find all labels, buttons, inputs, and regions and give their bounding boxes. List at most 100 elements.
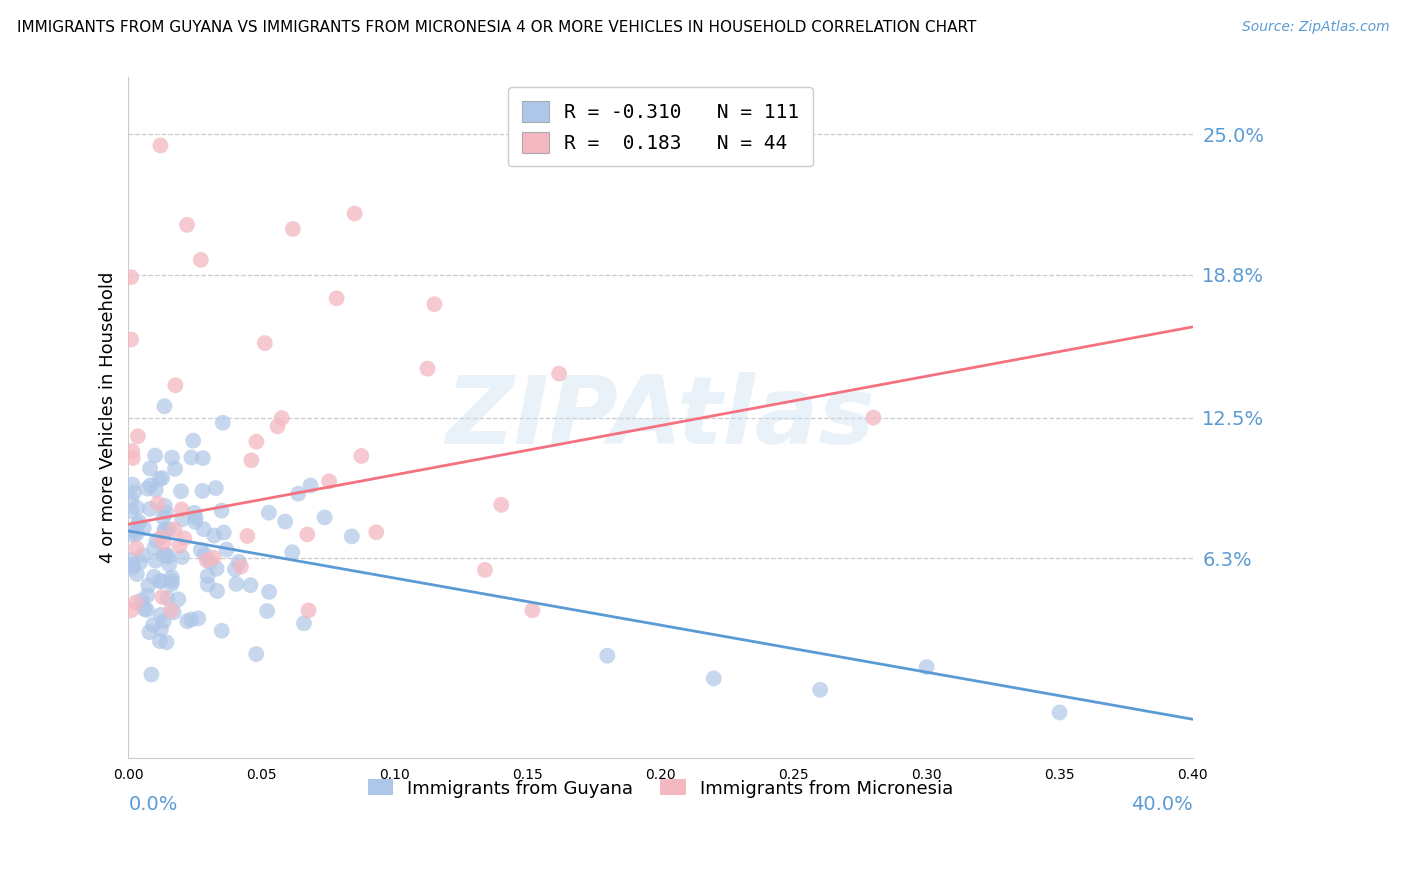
Point <box>155 548 177 562</box>
Point <box>122 485 145 500</box>
Point <box>120 270 142 285</box>
Point <box>120 493 142 508</box>
Point <box>212 525 235 540</box>
Point <box>193 522 215 536</box>
Point <box>491 498 513 512</box>
Point <box>256 604 278 618</box>
Point <box>135 603 157 617</box>
Point <box>350 449 373 463</box>
Point <box>145 533 167 548</box>
Point <box>156 591 179 606</box>
Point <box>160 574 183 588</box>
Point <box>128 515 150 529</box>
Point <box>173 532 195 546</box>
Point <box>120 552 142 566</box>
Point <box>149 634 172 648</box>
Text: Source: ZipAtlas.com: Source: ZipAtlas.com <box>1241 20 1389 34</box>
Point <box>228 555 250 569</box>
Point <box>198 555 221 569</box>
Point <box>202 528 225 542</box>
Point <box>703 672 725 686</box>
Point <box>143 449 166 463</box>
Point <box>229 559 252 574</box>
Point <box>236 529 259 543</box>
Point <box>125 595 148 609</box>
Point <box>153 522 176 536</box>
Point <box>343 206 366 220</box>
Point <box>180 613 202 627</box>
Point <box>155 506 177 520</box>
Point <box>1049 706 1071 720</box>
Point <box>125 567 148 582</box>
Point <box>141 667 163 681</box>
Point <box>120 603 142 617</box>
Point <box>136 589 159 603</box>
Point <box>314 510 336 524</box>
Point <box>153 535 176 549</box>
Point <box>149 138 172 153</box>
Point <box>132 521 155 535</box>
Point <box>169 539 191 553</box>
Point <box>125 526 148 541</box>
Point <box>195 553 218 567</box>
Point <box>266 419 288 434</box>
Point <box>121 444 143 458</box>
Point <box>125 541 148 556</box>
Point <box>172 512 194 526</box>
Point <box>120 504 142 518</box>
Text: IMMIGRANTS FROM GUYANA VS IMMIGRANTS FROM MICRONESIA 4 OR MORE VEHICLES IN HOUSE: IMMIGRANTS FROM GUYANA VS IMMIGRANTS FRO… <box>17 20 976 35</box>
Point <box>299 478 322 492</box>
Point <box>862 410 884 425</box>
Point <box>215 542 238 557</box>
Point <box>183 506 205 520</box>
Point <box>204 481 226 495</box>
Point <box>257 506 280 520</box>
Point <box>522 603 544 617</box>
Point <box>160 570 183 584</box>
Point <box>205 561 228 575</box>
Point <box>142 618 165 632</box>
Point <box>176 614 198 628</box>
Point <box>138 625 160 640</box>
Point <box>423 297 446 311</box>
Text: 0.0%: 0.0% <box>128 795 177 814</box>
Point <box>318 475 340 489</box>
Point <box>297 527 319 541</box>
Legend: Immigrants from Guyana, Immigrants from Micronesia: Immigrants from Guyana, Immigrants from … <box>359 771 963 806</box>
Text: 40.0%: 40.0% <box>1130 795 1192 814</box>
Point <box>152 548 174 562</box>
Point <box>191 451 214 466</box>
Point <box>149 531 172 545</box>
Point <box>808 682 831 697</box>
Point <box>187 611 209 625</box>
Point <box>136 482 159 496</box>
Point <box>167 592 190 607</box>
Point <box>325 291 347 305</box>
Point <box>548 367 571 381</box>
Point <box>240 453 263 467</box>
Point <box>143 541 166 555</box>
Point <box>253 336 276 351</box>
Point <box>245 434 267 449</box>
Point <box>131 548 153 562</box>
Point <box>202 550 225 565</box>
Point <box>150 471 173 485</box>
Point <box>121 451 143 466</box>
Point <box>146 497 169 511</box>
Point <box>211 624 233 638</box>
Point <box>172 549 194 564</box>
Point <box>163 605 186 619</box>
Point <box>197 577 219 591</box>
Point <box>157 522 180 536</box>
Point <box>281 222 304 236</box>
Point <box>205 583 228 598</box>
Point <box>181 434 204 448</box>
Point <box>224 562 246 576</box>
Point <box>138 578 160 592</box>
Point <box>297 603 319 617</box>
Point <box>184 510 207 524</box>
Point <box>270 411 292 425</box>
Point <box>176 218 198 232</box>
Point <box>122 528 145 542</box>
Point <box>281 545 304 559</box>
